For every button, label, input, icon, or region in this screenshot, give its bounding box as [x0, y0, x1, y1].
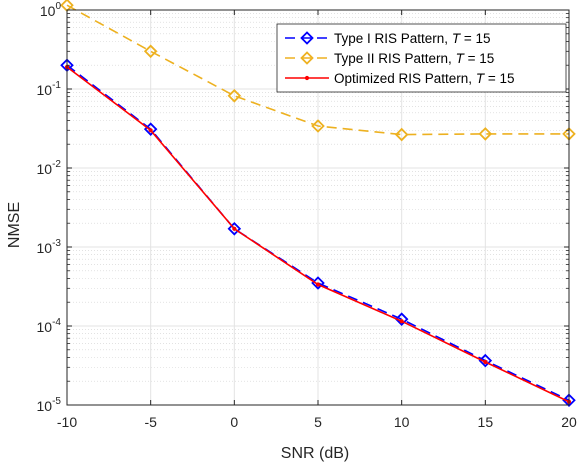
legend-diamond-marker	[300, 51, 314, 65]
y-axis-label: NMSE	[6, 202, 23, 248]
x-tick-label: 20	[561, 414, 577, 430]
x-tick-label: 5	[314, 414, 322, 430]
series-3-point-marker	[232, 226, 237, 231]
y-tick-label: 10-1	[37, 80, 62, 98]
x-tick-label: 0	[230, 414, 238, 430]
series-2-diamond-marker	[478, 127, 493, 141]
series-2-diamond-marker	[394, 127, 409, 142]
x-tick-label: -5	[144, 414, 157, 430]
x-tick-label: 15	[478, 414, 494, 430]
legend-label: Type I RIS Pattern, T = 15	[334, 31, 490, 46]
series-1-diamond-marker	[562, 393, 576, 407]
series-1-diamond-marker	[478, 353, 493, 368]
y-tick-label: 100	[40, 1, 62, 19]
series-3-point-marker	[399, 319, 404, 324]
series-1-diamond-marker	[227, 222, 242, 236]
x-axis-label: SNR (dB)	[281, 445, 349, 462]
x-tick-label: 10	[394, 414, 410, 430]
plot-series	[60, 0, 576, 407]
legend: Type I RIS Pattern, T = 15 Type II RIS Pa…	[276, 23, 567, 93]
series-2-line	[66, 4, 569, 136]
series-2-diamond-marker	[143, 44, 158, 59]
y-tick-label: 10-5	[37, 396, 62, 414]
series-2-diamond-marker	[311, 119, 325, 133]
legend-diamond-marker	[300, 31, 314, 45]
series-3-point-marker	[315, 282, 321, 287]
legend-entry: Type I RIS Pattern, T = 15	[285, 31, 490, 46]
y-tick-label: 10-4	[37, 317, 62, 335]
legend-label: Type II RIS Pattern, T = 15	[334, 51, 494, 66]
series-3-point-marker	[148, 128, 153, 133]
series-2-diamond-marker	[227, 89, 242, 103]
legend-entry: Optimized RIS Pattern, T = 15	[285, 71, 514, 86]
series-3-point-marker	[483, 359, 488, 365]
y-tick-label: 10-2	[37, 159, 62, 177]
legend-point-marker	[304, 75, 310, 81]
legend-entry: Type II RIS Pattern, T = 15	[285, 51, 494, 66]
series-1-diamond-marker	[394, 312, 409, 326]
y-tick-label: 10-3	[37, 238, 62, 256]
x-tick-label: -10	[57, 414, 77, 430]
series-3	[64, 64, 572, 404]
axes: -10 -5 0 5 10 15 20 100 10-1 10-2 10-3 10-4 10-5	[37, 1, 577, 430]
legend-label: Optimized RIS Pattern, T = 15	[334, 71, 514, 86]
